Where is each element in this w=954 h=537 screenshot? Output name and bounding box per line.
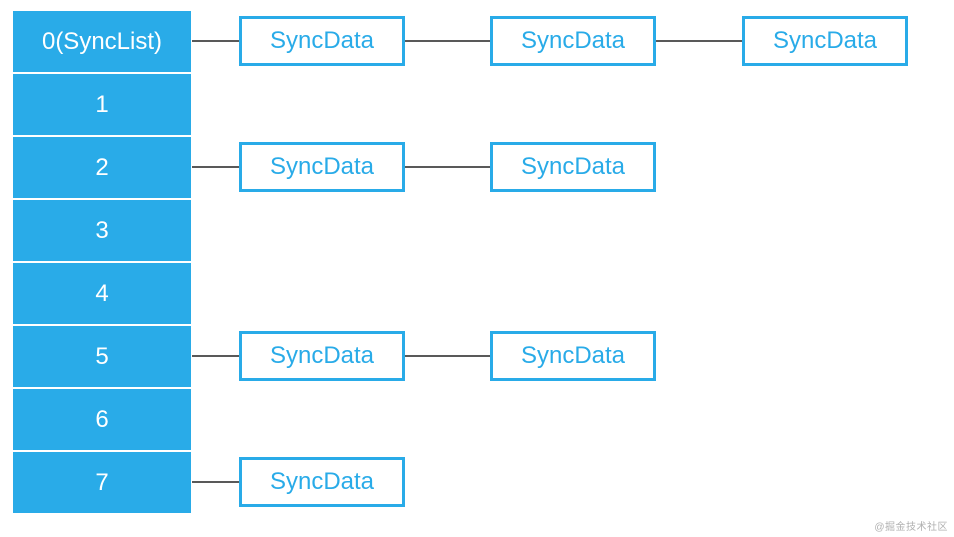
syncdata-node: SyncData [490, 16, 656, 66]
edge [192, 40, 239, 42]
syncdata-node: SyncData [239, 142, 405, 192]
edge [656, 40, 742, 42]
bucket-label: 6 [95, 406, 108, 434]
node-label: SyncData [521, 27, 625, 55]
edge [405, 40, 490, 42]
edge [192, 355, 239, 357]
syncdata-node: SyncData [239, 457, 405, 507]
edge [405, 166, 490, 168]
watermark: @掘金技术社区 [874, 518, 948, 533]
edge [192, 166, 239, 168]
node-label: SyncData [270, 468, 374, 496]
syncdata-node: SyncData [239, 331, 405, 381]
node-label: SyncData [270, 27, 374, 55]
syncdata-node: SyncData [490, 331, 656, 381]
node-label: SyncData [773, 27, 877, 55]
bucket-3: 3 [12, 199, 192, 262]
node-label: SyncData [521, 153, 625, 181]
bucket-label: 3 [95, 217, 108, 245]
bucket-label: 2 [95, 154, 108, 182]
bucket-label: 1 [95, 91, 108, 119]
synclist-hashtable-diagram: 0(SyncList) 1 2 3 4 5 6 7 SyncData SyncD… [0, 0, 954, 537]
syncdata-node: SyncData [742, 16, 908, 66]
bucket-5: 5 [12, 325, 192, 388]
bucket-label: 7 [95, 469, 108, 497]
bucket-label: 5 [95, 343, 108, 371]
bucket-1: 1 [12, 73, 192, 136]
bucket-label: 0(SyncList) [42, 28, 162, 56]
node-label: SyncData [270, 153, 374, 181]
bucket-6: 6 [12, 388, 192, 451]
bucket-7: 7 [12, 451, 192, 514]
bucket-0: 0(SyncList) [12, 10, 192, 73]
bucket-2: 2 [12, 136, 192, 199]
syncdata-node: SyncData [239, 16, 405, 66]
syncdata-node: SyncData [490, 142, 656, 192]
edge [192, 481, 239, 483]
bucket-4: 4 [12, 262, 192, 325]
bucket-label: 4 [95, 280, 108, 308]
edge [405, 355, 490, 357]
node-label: SyncData [521, 342, 625, 370]
node-label: SyncData [270, 342, 374, 370]
